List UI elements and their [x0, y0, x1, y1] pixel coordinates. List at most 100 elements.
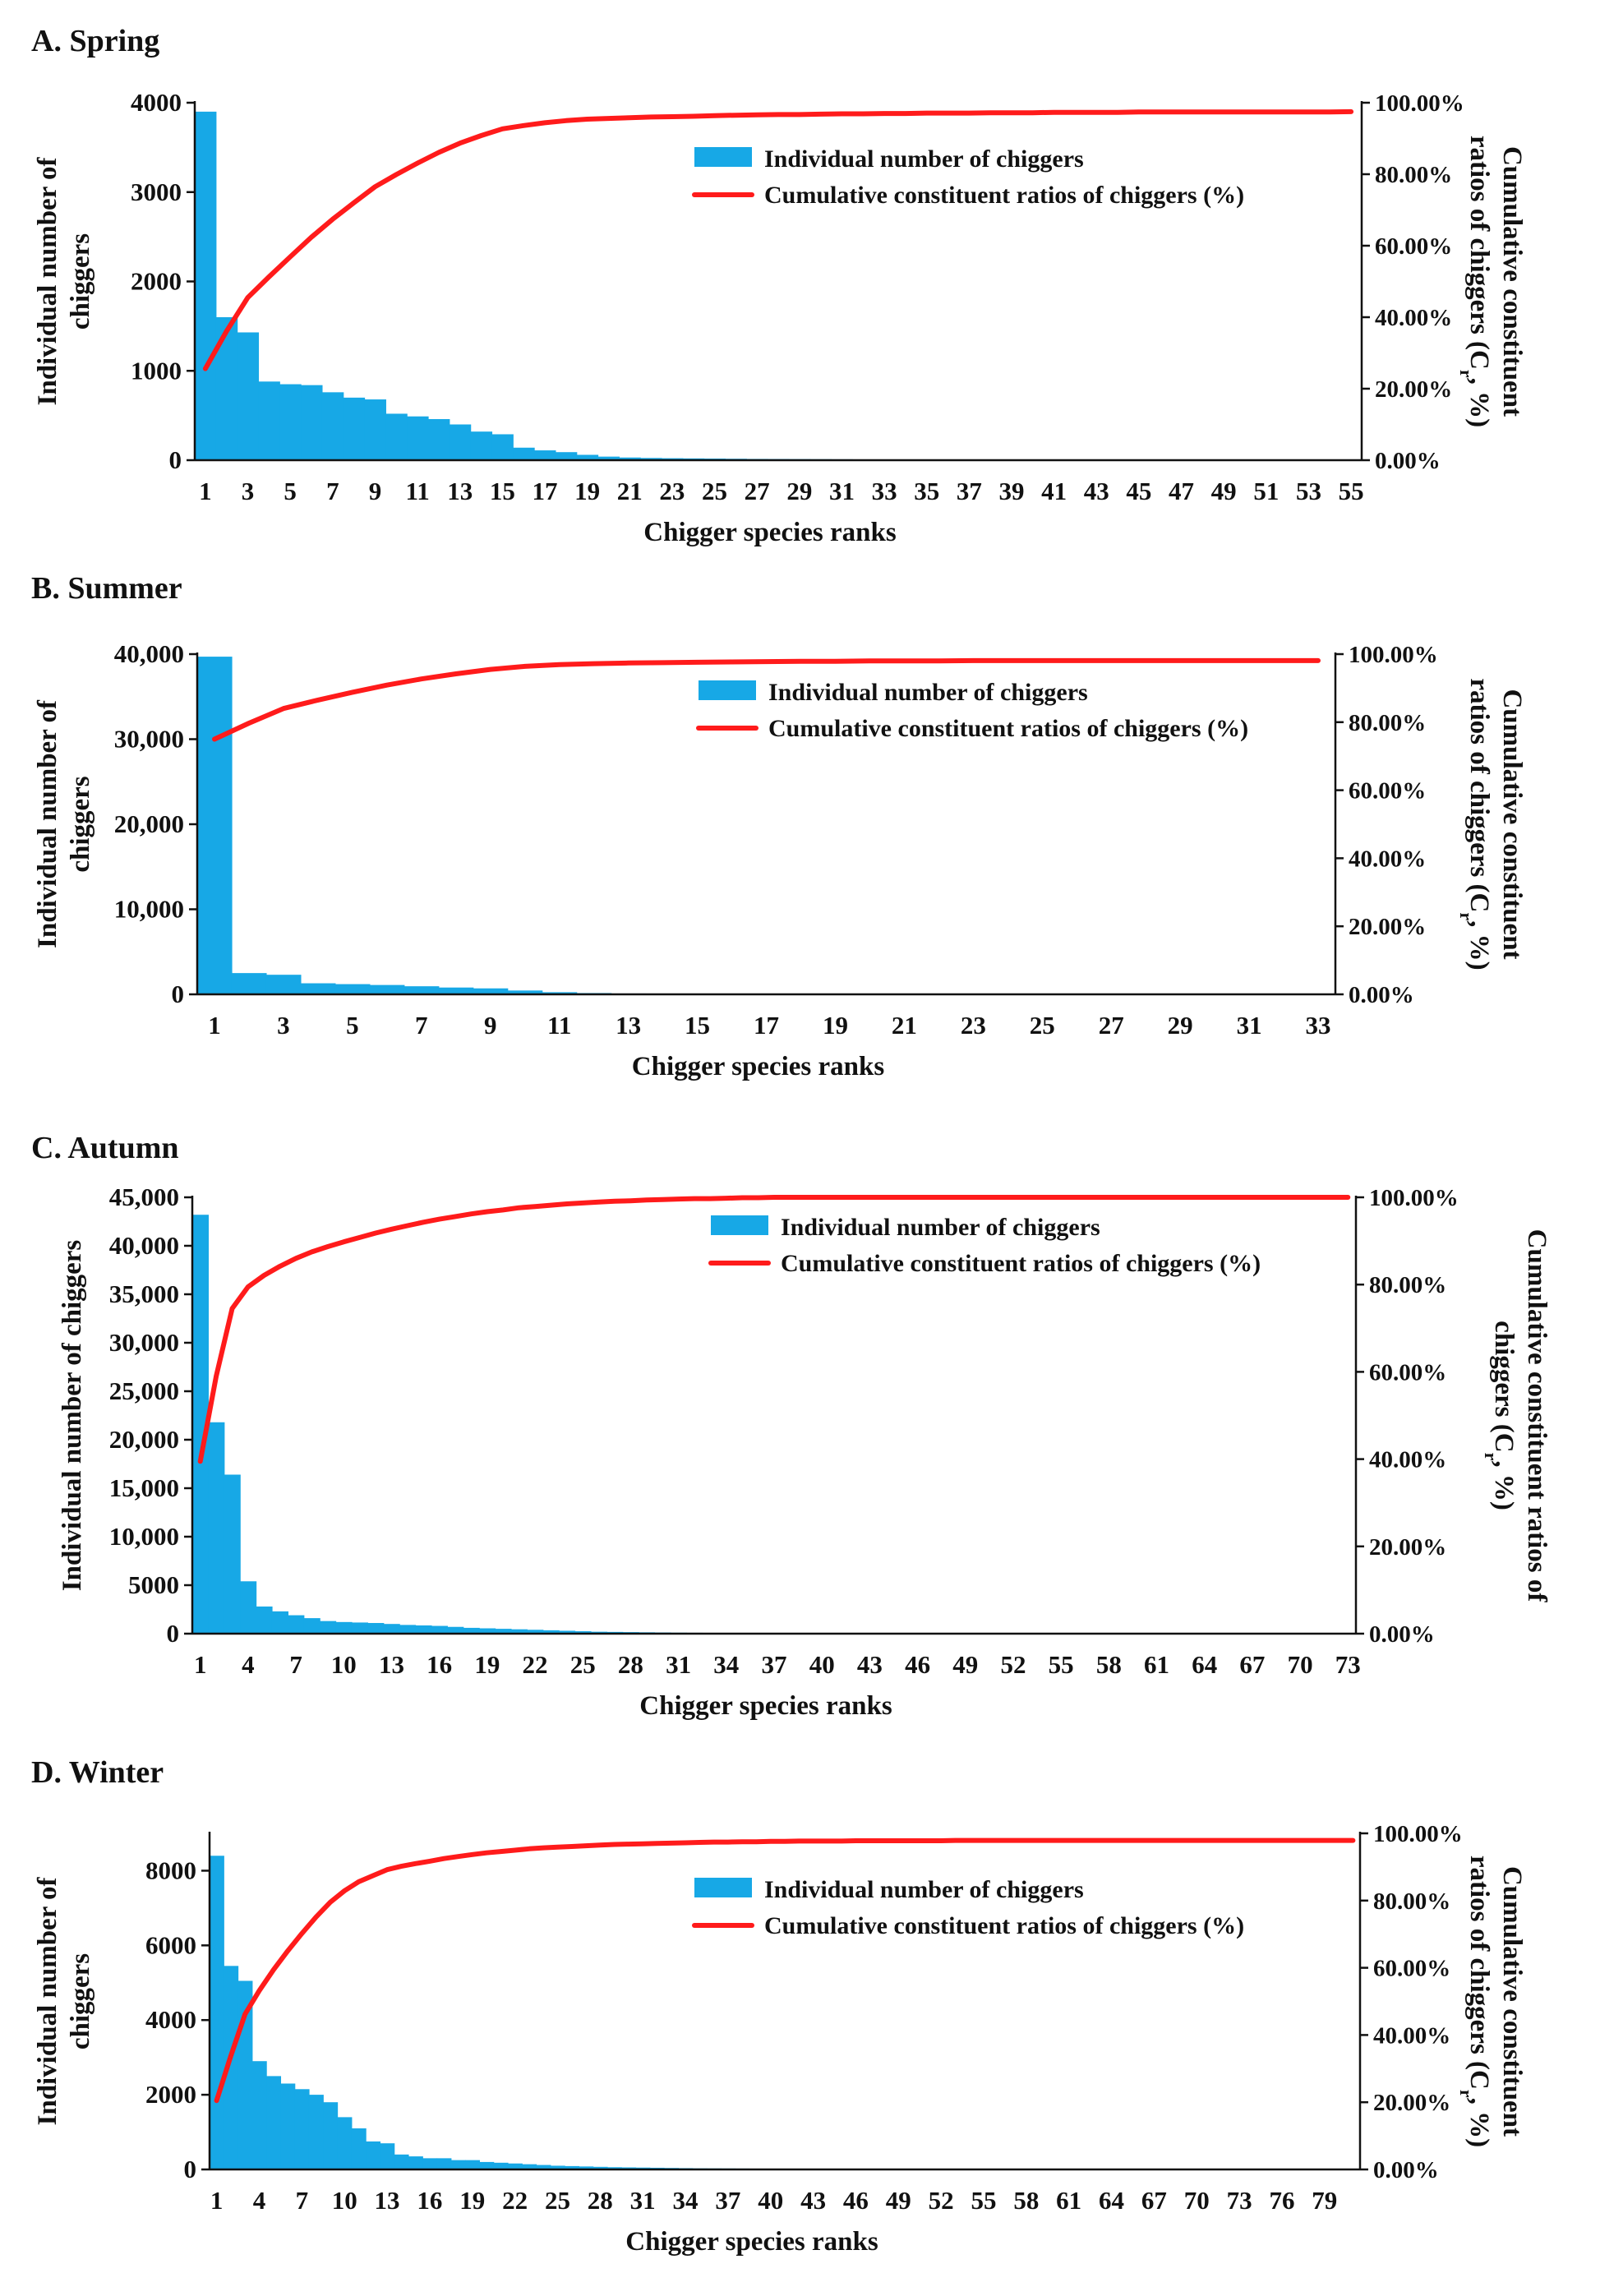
- x-tick-label: 37: [762, 1650, 787, 1679]
- y2-axis-label: chiggers (Cr, %): [1482, 1321, 1519, 1510]
- y2-label-part: ratios of chiggers (C: [1464, 678, 1494, 912]
- y-tick-label: 20,000: [114, 809, 184, 838]
- y2-label-subscript: r: [1482, 1453, 1502, 1461]
- bar: [294, 2089, 310, 2169]
- x-tick-label: 16: [427, 1650, 452, 1679]
- legend: Individual number of chiggers Cumulative …: [696, 679, 1248, 742]
- x-tick-label: 19: [459, 2186, 485, 2215]
- y2-tick-label: 0.00%: [1369, 1621, 1435, 1648]
- y2-axis-label: Cumulative constituent ratios of: [1522, 1229, 1552, 1603]
- y-tick-label: 6000: [145, 1930, 196, 1959]
- panel-winter: D. Winter 0 2000 4000 6000 8000 0.00% 20.00% 40…: [0, 1754, 1600, 2296]
- bar: [522, 2164, 537, 2169]
- x-tick-label: 31: [666, 1650, 691, 1679]
- legend: Individual number of chiggers Cumulative …: [708, 1214, 1261, 1277]
- bar: [450, 2160, 466, 2169]
- x-tick-label: 5: [346, 1011, 359, 1040]
- bar: [507, 2163, 523, 2169]
- x-tick-label: 58: [1096, 1650, 1122, 1679]
- y-tick-label: 1000: [131, 356, 182, 385]
- y-tick-label: 40,000: [114, 639, 184, 668]
- x-tick-label: 43: [800, 2186, 826, 2215]
- x-tick-label: 67: [1141, 2186, 1167, 2215]
- bar: [408, 2156, 423, 2169]
- x-tick-label: 5: [284, 477, 297, 505]
- x-tick-label: 19: [823, 1011, 848, 1040]
- y2-tick-label: 80.00%: [1375, 162, 1452, 188]
- x-tick-label: 70: [1184, 2186, 1210, 2215]
- legend-line-label: Cumulative constituent ratios of chigger…: [764, 182, 1244, 209]
- bar-series: [197, 657, 1336, 995]
- x-tick-label: 17: [533, 477, 558, 505]
- bar: [300, 983, 336, 994]
- x-tick-label: 16: [417, 2186, 442, 2215]
- cumulative-line: [202, 108, 1354, 371]
- y-tick-label: 30,000: [109, 1328, 179, 1357]
- y-axis-label: chiggers: [66, 233, 95, 330]
- y-tick-label: 0: [169, 445, 182, 474]
- y-tick-label: 5000: [128, 1570, 179, 1599]
- bar: [415, 1625, 432, 1634]
- bar: [449, 424, 472, 460]
- bar: [593, 2166, 608, 2169]
- x-tick-label: 9: [369, 477, 382, 505]
- panel-summer: B. Summer 0 10,000 20,000 30,000 40,000 0.00%…: [0, 567, 1600, 1130]
- x-tick-label: 31: [1237, 1011, 1262, 1040]
- bar: [542, 992, 578, 994]
- legend-bar-label: Individual number of chiggers: [781, 1214, 1100, 1241]
- y-tick-label: 45,000: [109, 1183, 179, 1211]
- y2-tick-label: 0.00%: [1373, 2157, 1439, 2183]
- chart-autumn: 0 5000 10,000 15,000 20,000 25,000 30,000 35,00…: [58, 1183, 1552, 1721]
- x-tick-label: 22: [523, 1650, 548, 1679]
- x-tick-label: 31: [829, 477, 855, 505]
- x-tick-label: 53: [1296, 477, 1321, 505]
- y2-label-subscript: r: [1457, 2090, 1478, 2098]
- panel-title: C. Autumn: [31, 1131, 179, 1165]
- x-tick-label: 15: [490, 477, 515, 505]
- legend-line-label: Cumulative constituent ratios of chigger…: [768, 715, 1248, 742]
- y2-axis-label: Cumulative constituent: [1497, 689, 1527, 959]
- bar: [337, 2117, 353, 2169]
- chart-winter: 0 2000 4000 6000 8000 0.00% 20.00% 40.00% 60.00%…: [33, 1821, 1527, 2257]
- bar: [369, 984, 405, 994]
- x-tick-label: 22: [502, 2186, 528, 2215]
- x-tick-label: 41: [1041, 477, 1067, 505]
- x-tick-label: 28: [618, 1650, 643, 1679]
- x-tick-label: 33: [1306, 1011, 1331, 1040]
- bar: [527, 1630, 544, 1634]
- panel-spring: A. Spring 0 1000 2000 3000 4000 0.00% 20.00% 40…: [0, 0, 1600, 567]
- bar: [542, 1630, 560, 1634]
- y2-tick-label: 40.00%: [1369, 1447, 1446, 1473]
- x-tick-label: 28: [588, 2186, 613, 2215]
- x-tick-label: 29: [786, 477, 812, 505]
- x-tick-label: 49: [952, 1650, 978, 1679]
- y2-axis-label: ratios of chiggers (Cr, %): [1457, 1856, 1495, 2147]
- y2-label-subscript: r: [1457, 912, 1478, 920]
- x-tick-label: 17: [754, 1011, 779, 1040]
- y2-tick-label: 20.00%: [1349, 914, 1426, 940]
- bar: [351, 2128, 367, 2169]
- x-tick-label: 46: [843, 2186, 869, 2215]
- bar: [335, 1621, 353, 1634]
- x-tick-label: 43: [1084, 477, 1109, 505]
- y2-label-part: , %): [1464, 378, 1494, 428]
- y2-label-part: ratios of chiggers (C: [1464, 1856, 1494, 2090]
- bar: [619, 457, 641, 460]
- y-tick-label: 0: [167, 1619, 180, 1648]
- x-tick-label: 13: [379, 1650, 404, 1679]
- x-tick-label: 4: [242, 1650, 255, 1679]
- x-tick-label: 55: [1049, 1650, 1074, 1679]
- bar: [597, 456, 620, 460]
- x-tick-label: 29: [1168, 1011, 1193, 1040]
- x-tick-label: 23: [961, 1011, 986, 1040]
- bar: [606, 2167, 622, 2169]
- panel-title: A. Spring: [31, 24, 160, 58]
- x-tick-label: 27: [745, 477, 770, 505]
- x-tick-label: 47: [1169, 477, 1194, 505]
- x-tick-label: 40: [809, 1650, 835, 1679]
- legend-bar-label: Individual number of chiggers: [764, 145, 1084, 173]
- bar: [271, 1611, 288, 1634]
- y-axis-label: Individual number of: [33, 699, 62, 948]
- cumulative-line: [197, 1195, 1351, 1464]
- x-tick-label: 7: [415, 1011, 428, 1040]
